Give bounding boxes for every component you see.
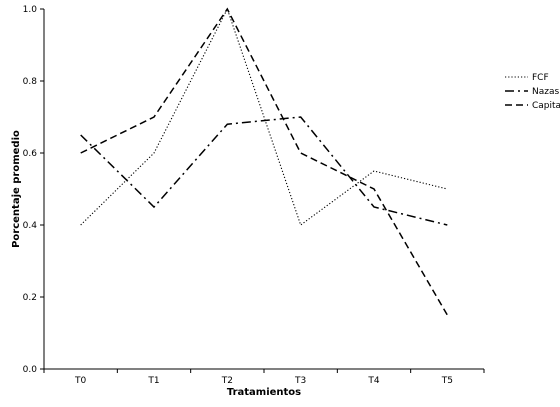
y-axis-title: Porcentaje promedio xyxy=(11,130,22,248)
y-ticks: 0.0 0.2 0.4 0.6 0.8 1.0 xyxy=(23,5,44,375)
series-line-capital xyxy=(80,7,448,316)
x-tick-label: T1 xyxy=(147,376,159,386)
x-tick-label: T0 xyxy=(74,376,86,386)
y-tick-label: 0.0 xyxy=(23,365,38,375)
x-ticks: T0 T1 T2 T3 T4 T5 xyxy=(43,369,485,386)
x-axis-title: Tratamientos xyxy=(227,387,301,398)
x-tick-label: T2 xyxy=(221,376,233,386)
legend-label-nazas: Nazas xyxy=(532,87,559,97)
legend: FCF Nazas Capital xyxy=(505,73,560,111)
y-tick-label: 0.4 xyxy=(23,221,38,231)
x-tick-label: T4 xyxy=(367,376,379,386)
x-tick-label: T5 xyxy=(441,376,453,386)
y-tick-label: 0.2 xyxy=(23,293,37,303)
legend-label-capital: Capital xyxy=(532,101,560,111)
series-lines xyxy=(80,7,448,316)
axes xyxy=(43,9,484,370)
y-tick-label: 1.0 xyxy=(23,5,38,15)
y-tick-label: 0.8 xyxy=(23,77,38,87)
series-line-fcf xyxy=(80,7,448,226)
y-tick-label: 0.6 xyxy=(23,149,38,159)
x-tick-label: T3 xyxy=(294,376,306,386)
series-line-nazas xyxy=(80,116,448,226)
legend-label-fcf: FCF xyxy=(532,73,549,83)
